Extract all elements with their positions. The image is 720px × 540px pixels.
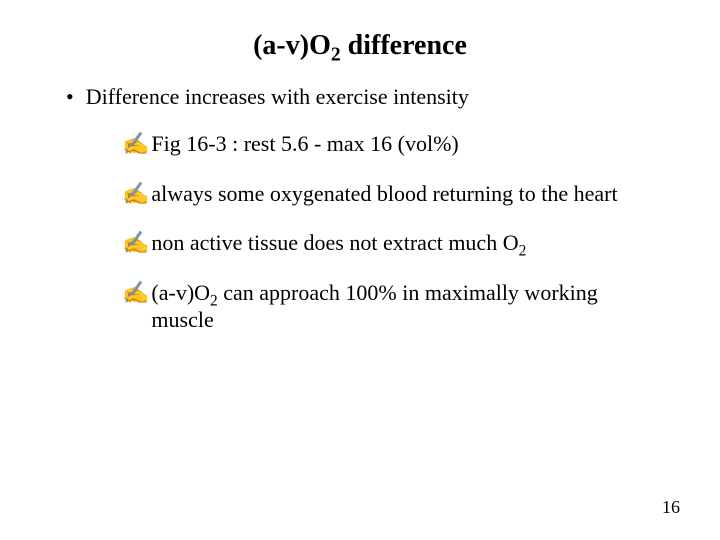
wingding-icon: ✍ (122, 229, 149, 257)
subscript-text: 2 (519, 242, 527, 259)
bullet-level-2: ✍Fig 16-3 : rest 5.6 - max 16 (vol%) (122, 130, 630, 158)
subbullet-list: ✍Fig 16-3 : rest 5.6 - max 16 (vol%)✍alw… (50, 130, 670, 334)
slide-container: (a-v)O2 difference • Difference increase… (0, 0, 720, 540)
body-text: always some oxygenated blood returning t… (151, 181, 617, 206)
bullet-level-2: ✍non active tissue does not extract much… (122, 229, 630, 257)
bullet-2-text: (a-v)O2 can approach 100% in maximally w… (151, 279, 630, 334)
bullet-level-2: ✍always some oxygenated blood returning … (122, 180, 630, 208)
wingding-icon: ✍ (122, 180, 149, 208)
bullet-2-text: always some oxygenated blood returning t… (151, 180, 630, 208)
body-text: Fig 16-3 : rest 5.6 - max 16 (vol%) (151, 131, 458, 156)
page-number: 16 (662, 497, 680, 518)
slide-title: (a-v)O2 difference (50, 30, 670, 62)
body-text: non active tissue does not extract much … (151, 230, 518, 255)
bullet-2-text: non active tissue does not extract much … (151, 229, 630, 257)
bullet-level-1: • Difference increases with exercise int… (66, 84, 670, 110)
wingding-icon: ✍ (122, 130, 149, 158)
title-pre: (a-v)O (253, 30, 331, 61)
body-text: (a-v)O (151, 280, 210, 305)
bullet-1-text: Difference increases with exercise inten… (86, 84, 469, 110)
bullet-level-2: ✍(a-v)O2 can approach 100% in maximally … (122, 279, 630, 334)
body-text: can approach 100% in maximally working m… (151, 280, 597, 333)
title-post: difference (341, 30, 467, 61)
wingding-icon: ✍ (122, 279, 149, 334)
title-sub: 2 (331, 45, 341, 66)
bullet-dot-icon: • (66, 84, 74, 110)
bullet-2-text: Fig 16-3 : rest 5.6 - max 16 (vol%) (151, 130, 630, 158)
